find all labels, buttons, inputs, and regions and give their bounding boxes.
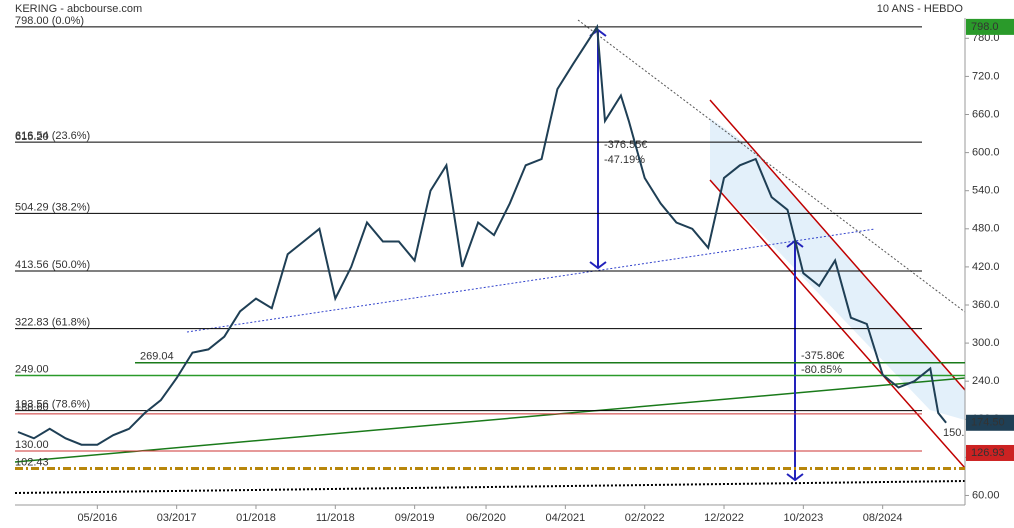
level-label: 269.04	[140, 351, 174, 363]
price-box-label: 126.93	[971, 447, 1005, 459]
y-tick-label: 300.0	[972, 337, 1000, 349]
x-tick-label: 02/2022	[625, 512, 665, 524]
level-label: 102.43	[15, 456, 49, 468]
price-box	[966, 444, 1014, 461]
x-tick-label: 09/2019	[395, 512, 435, 524]
y-tick-label: 360.0	[972, 299, 1000, 311]
price-line	[17, 23, 947, 446]
trend-dotted	[577, 19, 966, 313]
x-tick-label: 11/2018	[316, 512, 355, 524]
annotation: -375.80€	[801, 350, 844, 362]
level-label: 130.00	[15, 439, 49, 451]
trend-green	[14, 377, 966, 463]
level-label: 616.54 (23.6%)	[15, 130, 90, 142]
y-tick-label: 600.0	[972, 147, 1000, 159]
y-tick-label: 420.0	[972, 261, 1000, 273]
price-box-label: 174.50	[971, 417, 1005, 429]
x-tick-label: 06/2020	[466, 512, 506, 524]
y-tick-label: 540.0	[972, 185, 1000, 197]
x-tick-label: 03/2017	[157, 512, 197, 524]
annotation: -47.19%	[604, 154, 645, 166]
y-tick-label: 60.00	[972, 489, 1000, 501]
level-label: 188.60	[15, 402, 49, 414]
level-label: 249.00	[15, 363, 49, 375]
x-tick-label: 04/2021	[545, 512, 585, 524]
level-label: 798.00 (0.0%)	[15, 15, 84, 27]
price-box	[966, 18, 1014, 35]
annotation: -80.85%	[801, 364, 842, 376]
level-label: 413.56 (50.0%)	[15, 259, 90, 271]
y-tick-label: 720.0	[972, 70, 1000, 82]
level-label: 322.83 (61.8%)	[15, 317, 90, 329]
y-tick-label: 480.0	[972, 223, 1000, 235]
y-tick-label: 240.0	[972, 375, 1000, 387]
x-tick-label: 12/2022	[704, 512, 744, 524]
level-label: 193.56 (78.6%)	[15, 399, 90, 411]
level-label: 504.29 (38.2%)	[15, 201, 90, 213]
channel-bottom	[709, 179, 966, 469]
level-label: 615.20	[15, 131, 49, 143]
x-tick-label: 01/2018	[236, 512, 276, 524]
trend-bottom	[14, 480, 966, 494]
price-box	[966, 414, 1014, 431]
y-tick-label: 780.0	[972, 32, 1000, 44]
annotation: -376.55€	[604, 139, 647, 151]
y-tick-label: 660.0	[972, 108, 1000, 120]
channel-top	[709, 99, 966, 391]
annotation: 150.	[943, 427, 964, 439]
x-tick-label: 05/2016	[77, 512, 117, 524]
price-box-label: 798.0	[971, 21, 999, 33]
x-tick-label: 08/2024	[863, 512, 903, 524]
chart-title: KERING - abcbourse.com	[15, 3, 142, 15]
x-tick-label: 10/2023	[783, 512, 823, 524]
chart-subtitle: 10 ANS - HEBDO	[877, 3, 964, 15]
